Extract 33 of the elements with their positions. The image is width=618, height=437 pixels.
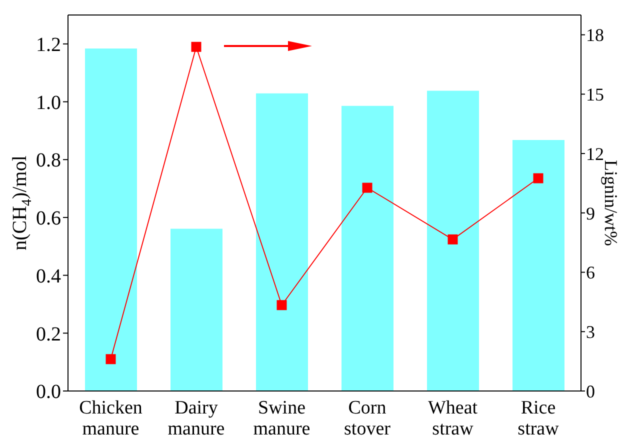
x-tick-label: Rice straw <box>518 397 560 437</box>
y-tick-label: 0.8 <box>36 150 61 172</box>
x-tick-label: Wheat straw <box>428 397 478 437</box>
y-tick-label: 0.6 <box>36 208 61 230</box>
y-tick-label: 0.2 <box>36 323 61 346</box>
y2-tick-label: 3 <box>586 322 595 342</box>
bar <box>427 90 479 391</box>
y2-tick-label: 15 <box>586 84 604 105</box>
y2-tick-label: 9 <box>586 203 595 224</box>
y-tick-label: 1.0 <box>36 92 61 114</box>
bar <box>170 228 222 391</box>
point <box>276 300 287 310</box>
point <box>362 182 372 193</box>
y2-tick-label: 0 <box>586 381 595 402</box>
y2-tick-label: 6 <box>586 262 595 283</box>
point <box>106 354 116 364</box>
y-tick-label: 1.2 <box>36 34 61 56</box>
y2-axis-title: Lignin/wt% <box>601 160 618 246</box>
x-tick-label: Chicken manure <box>79 397 143 437</box>
point <box>448 234 458 244</box>
y-tick-label: 0.0 <box>36 381 61 404</box>
point <box>533 173 544 184</box>
point <box>191 42 202 52</box>
y-tick-label: 0.4 <box>36 265 61 288</box>
y2-tick-label: 12 <box>586 144 604 164</box>
bar <box>342 106 394 391</box>
bar <box>512 140 564 391</box>
x-tick-label: Dairy manure <box>168 397 225 437</box>
y2-tick-label: 18 <box>586 25 604 46</box>
bar <box>85 48 137 391</box>
x-tick-label: Swine manure <box>253 397 310 437</box>
x-tick-label: Corn stover <box>344 397 392 437</box>
bar <box>256 93 308 391</box>
